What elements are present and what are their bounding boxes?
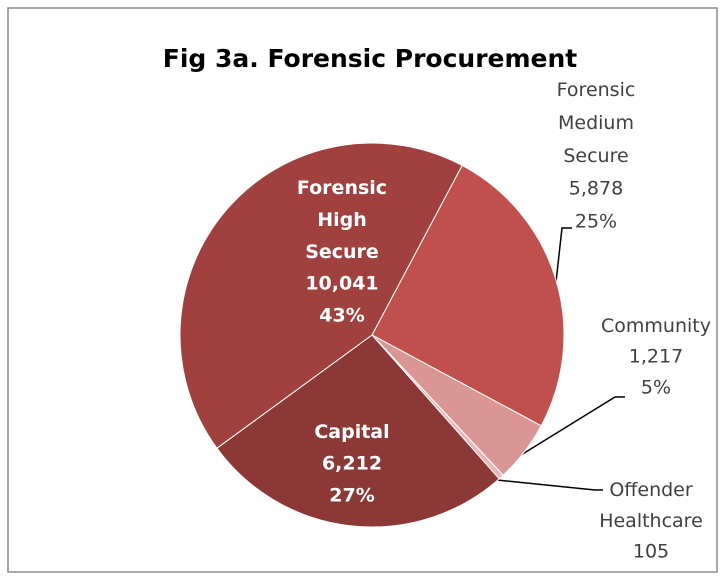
leader-lines bbox=[496, 227, 625, 491]
percent-label: 43% bbox=[319, 305, 364, 327]
slice-name: Capital bbox=[314, 421, 389, 443]
slice-name-line: Offender bbox=[609, 479, 693, 501]
slice-name-line: Healthcare bbox=[599, 510, 703, 532]
percent-label: 27% bbox=[329, 485, 374, 507]
slice-name-line: Forensic bbox=[297, 177, 387, 199]
slices bbox=[179, 142, 565, 528]
pie-slice bbox=[216, 334, 500, 528]
leader-line bbox=[555, 227, 572, 283]
percent-label: 5% bbox=[641, 377, 671, 399]
value-label: 105 bbox=[633, 541, 669, 563]
leader-line bbox=[520, 396, 625, 456]
slice-name: Forensic Medium Secure bbox=[557, 79, 636, 167]
value-label: 6,212 bbox=[322, 453, 382, 475]
value-label: 1,217 bbox=[629, 346, 683, 368]
slice-name: Forensic High Secure bbox=[297, 177, 387, 263]
value-label: 5,878 bbox=[569, 178, 623, 200]
leader-line bbox=[496, 479, 603, 491]
chart-title: Fig 3a. Forensic Procurement bbox=[163, 44, 578, 73]
pie-slice bbox=[179, 142, 463, 449]
slice-name-line: High bbox=[317, 209, 367, 231]
slice-name-line: Secure bbox=[305, 241, 379, 263]
slice-name-line: Forensic bbox=[557, 79, 636, 101]
slice-name-line: Community bbox=[601, 315, 711, 337]
slice-name-line: Secure bbox=[563, 145, 628, 167]
slice-name: Offender Healthcare bbox=[599, 479, 703, 532]
slice-name-line: Capital bbox=[314, 421, 389, 443]
value-label: 10,041 bbox=[305, 273, 378, 295]
slice-name: Community bbox=[601, 315, 711, 337]
percent-label: 25% bbox=[575, 211, 617, 233]
slice-name-line: Medium bbox=[558, 112, 634, 134]
